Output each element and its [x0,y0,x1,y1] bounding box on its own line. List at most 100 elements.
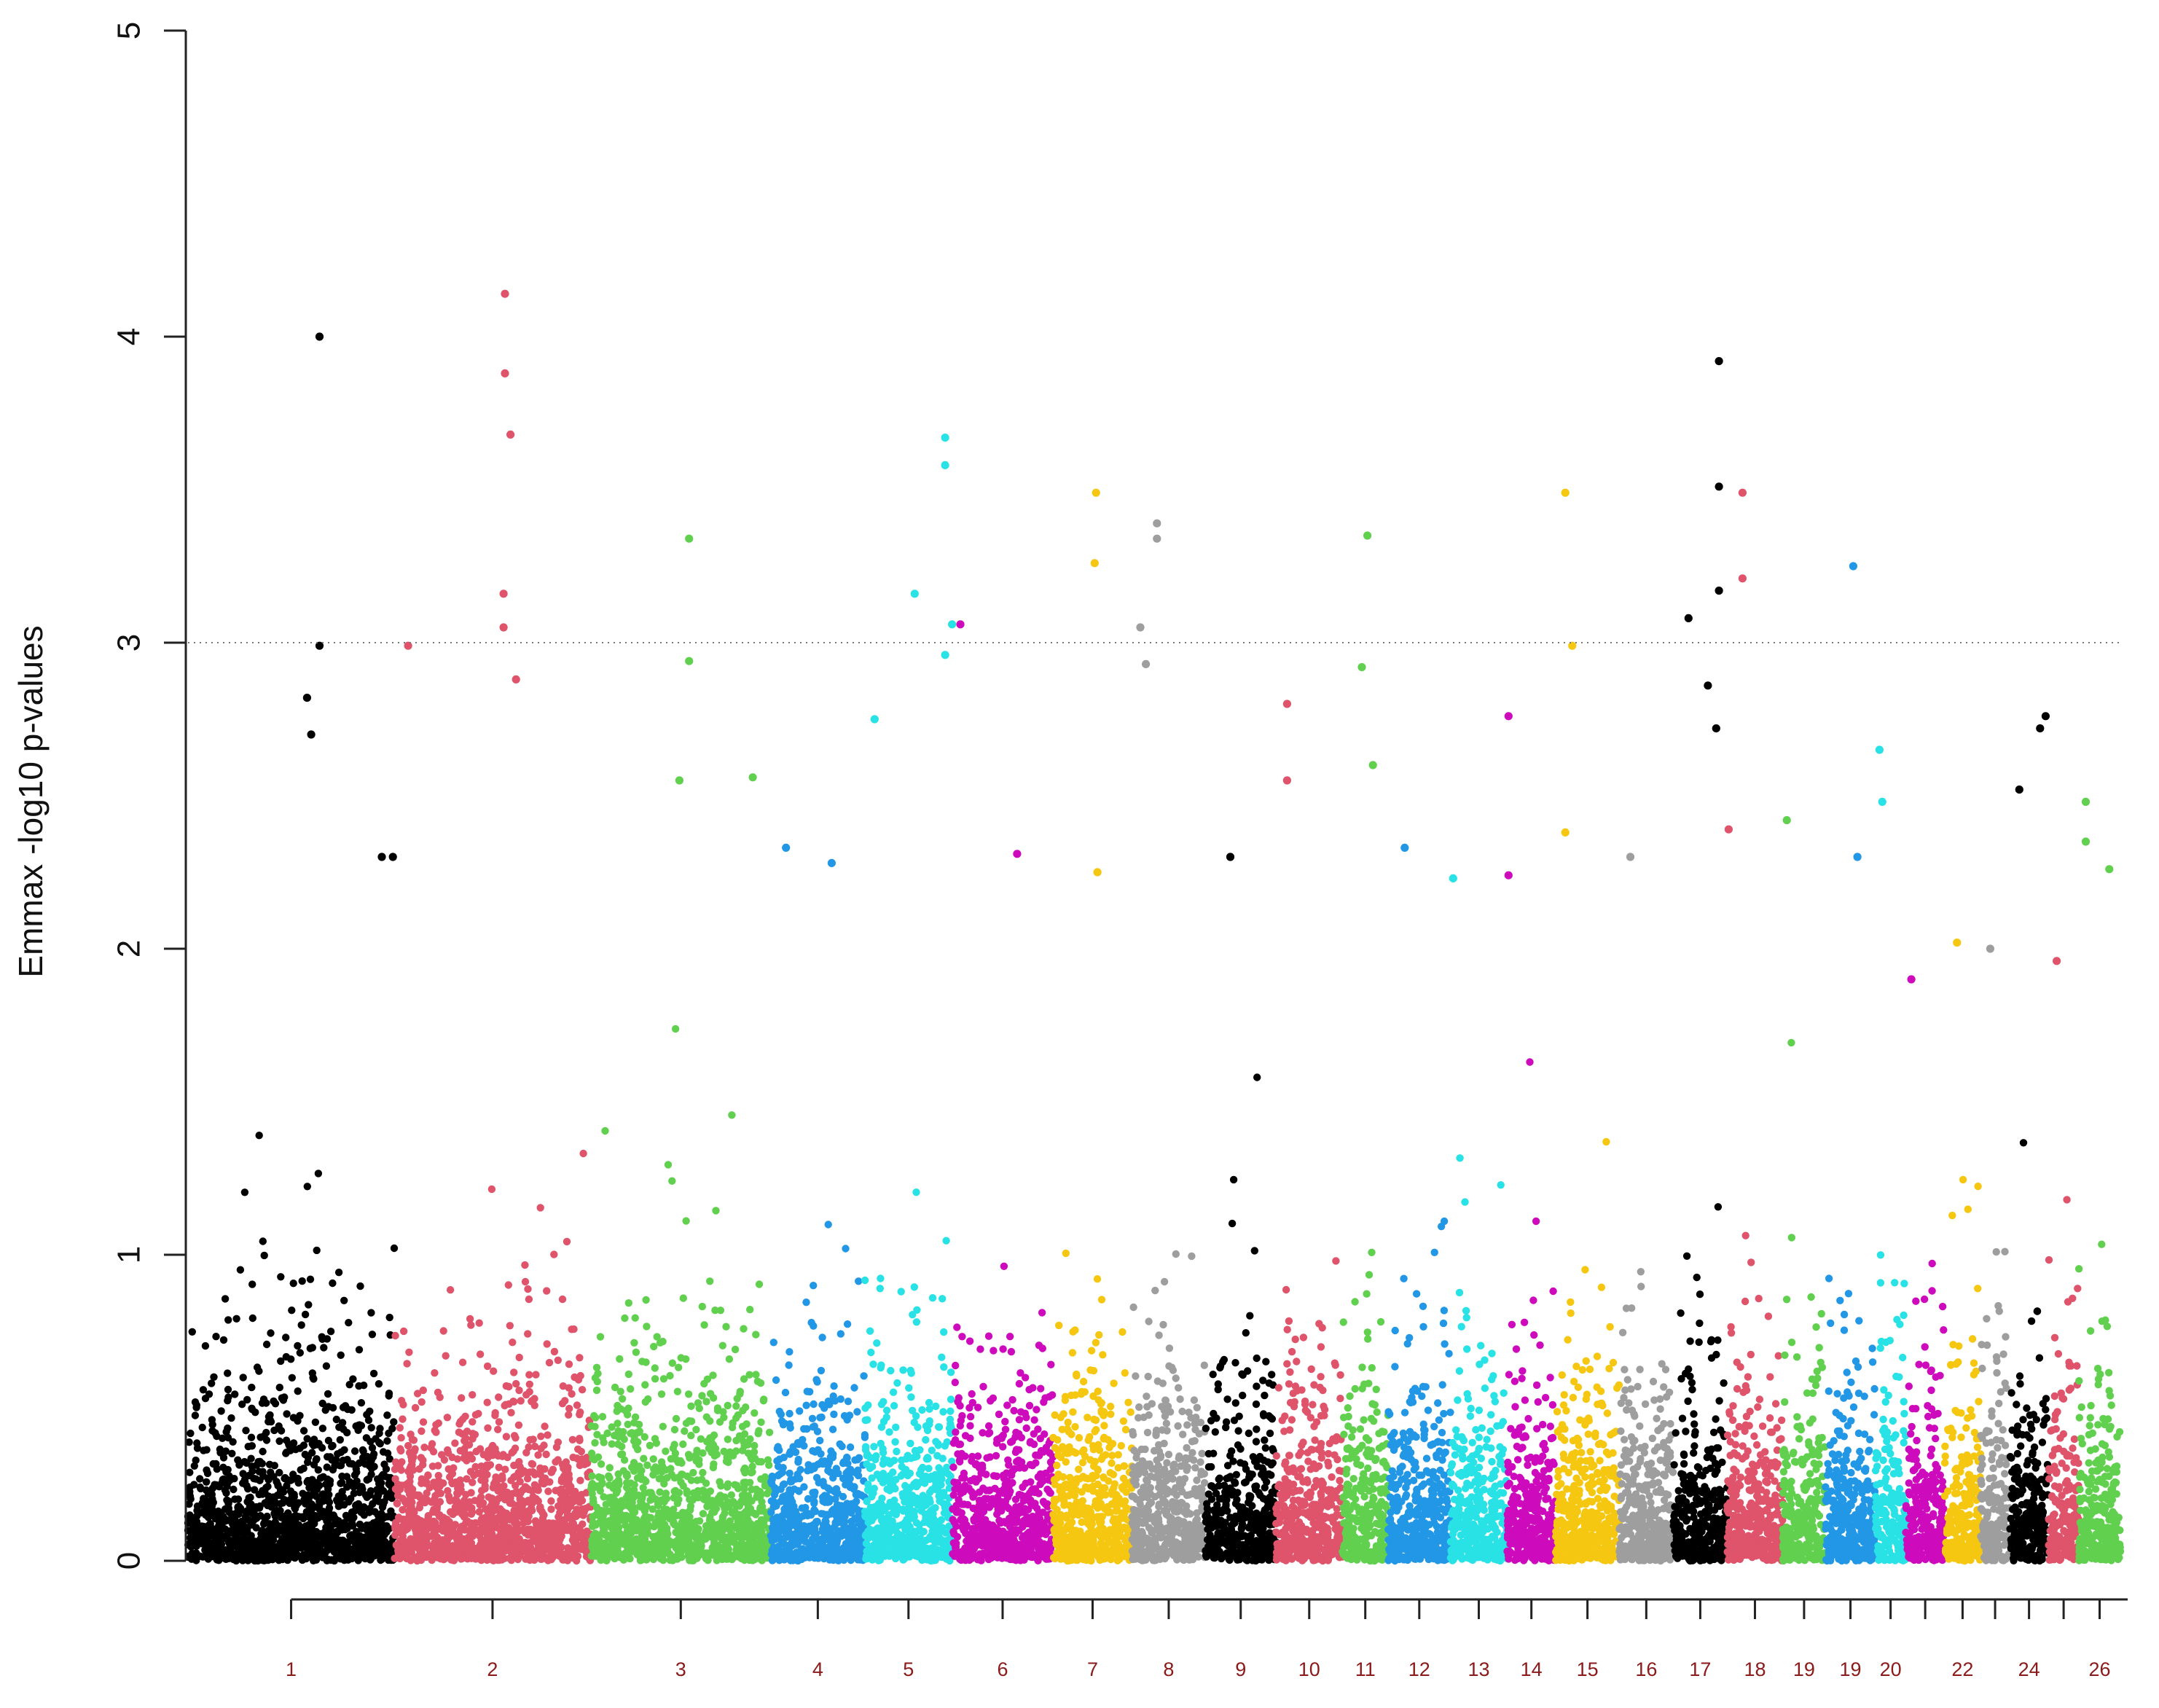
data-point [847,1517,855,1526]
data-point [348,1521,357,1530]
data-point [515,1386,523,1395]
data-point [464,1533,472,1541]
data-point [208,1524,216,1532]
data-point [733,1395,741,1403]
data-point [306,1513,315,1522]
data-point [779,1421,788,1429]
data-point [485,1493,493,1501]
data-point [357,1399,366,1407]
data-point [490,1480,498,1488]
data-point [697,1543,705,1551]
data-point [891,1507,899,1515]
data-point [248,1467,256,1476]
data-point [307,1500,316,1508]
data-point [251,1486,259,1494]
data-point [679,1440,687,1449]
data-point [383,1437,391,1445]
data-point [650,1342,658,1351]
data-point [208,1379,216,1387]
data-point [490,1367,498,1375]
data-point [525,1295,533,1304]
data-point [500,1482,508,1490]
data-point [345,1460,353,1468]
data-point [537,1433,545,1441]
data-point [213,1556,221,1564]
data-point [282,1449,291,1457]
data-point [217,1407,225,1415]
data-point [506,1322,514,1330]
data-point [842,1524,850,1532]
data-point [360,1511,368,1519]
data-point [337,1461,345,1470]
data-point [770,1550,779,1559]
data-point [232,1511,240,1519]
data-point [288,1374,296,1382]
data-point [682,1217,690,1225]
data-point [808,1414,817,1423]
data-point [476,1551,484,1559]
peak-point [388,853,397,861]
data-point [224,1424,232,1433]
data-point [664,1161,673,1169]
data-point [808,1551,816,1559]
data-point [596,1543,604,1551]
data-point [772,1376,780,1384]
data-point [877,1535,886,1543]
data-point [283,1410,291,1418]
peak-point [685,657,694,665]
data-point [344,1539,352,1547]
data-point [351,1507,359,1515]
data-point [337,1555,345,1563]
data-point [672,1528,680,1537]
data-point [866,1554,874,1562]
data-point [282,1333,290,1341]
data-point [555,1537,563,1546]
data-point [752,1331,760,1339]
data-point [626,1537,634,1545]
data-point [546,1527,555,1535]
data-point [345,1555,353,1563]
data-point [419,1461,427,1469]
data-point [256,1502,264,1511]
data-point [814,1446,822,1454]
data-point [420,1443,428,1452]
data-point [877,1274,885,1282]
data-point [790,1503,798,1511]
data-point [796,1465,804,1474]
data-point [781,1388,790,1397]
data-point [714,1548,722,1556]
data-point [332,1415,340,1424]
data-point [336,1435,344,1444]
data-point [326,1328,335,1336]
data-point [668,1177,676,1185]
data-point [576,1461,584,1470]
data-point [891,1438,899,1446]
data-point [861,1404,869,1412]
data-point [221,1295,230,1303]
data-point [813,1378,821,1386]
peak-point [827,858,836,867]
chromosome-3-points [587,534,775,1564]
data-point [200,1494,208,1503]
data-point [771,1484,779,1492]
data-point [367,1458,375,1466]
data-point [239,1374,247,1382]
data-point [199,1386,208,1394]
peak-point [685,534,694,543]
data-point [929,1548,937,1556]
data-point [563,1237,571,1246]
data-point [316,1474,325,1482]
data-point [418,1479,426,1487]
data-point [332,1456,340,1464]
data-point [224,1316,232,1324]
data-point [367,1554,375,1563]
data-point [617,1532,626,1540]
data-point [751,1409,759,1417]
data-point [201,1507,209,1515]
data-point [345,1497,353,1506]
data-point [308,1344,316,1352]
data-point [716,1524,724,1532]
data-point [530,1481,539,1489]
data-point [576,1371,584,1380]
data-point [480,1517,488,1525]
